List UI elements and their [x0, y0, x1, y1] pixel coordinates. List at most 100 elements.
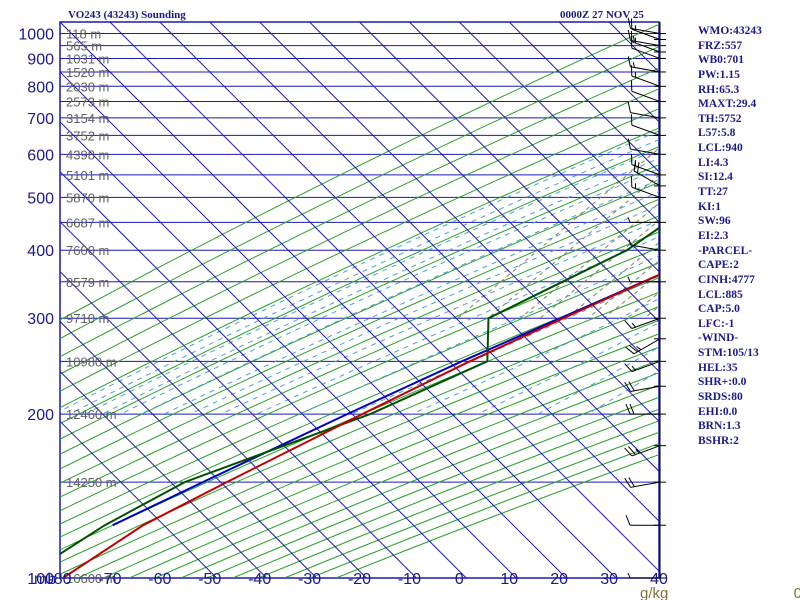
height-label: 9710 m [66, 311, 109, 326]
mixing-ratio-label: 0.1 [794, 585, 800, 600]
isotherm-line [109, 22, 659, 572]
sounding-index-item: -PARCEL- [698, 244, 753, 257]
isotherm-line [508, 22, 659, 173]
chart-title: VO243 (43243) Sounding [68, 9, 186, 21]
isotherm-line [458, 22, 659, 223]
pressure-tick-label: 800 [27, 79, 54, 96]
sounding-index-item: SHR+:0.0 [698, 376, 747, 389]
height-label: 10980 m [66, 354, 117, 369]
parcel-trace-line [112, 273, 659, 527]
sounding-index-item: BRN:1.3 [698, 420, 741, 433]
pressure-tick-label: 300 [27, 311, 54, 328]
dry-adiabat-line [60, 306, 659, 563]
mixing-ratio-lines [457, 22, 800, 319]
temperature-tick-label: -70 [98, 571, 121, 588]
dry-adiabat-line [60, 88, 659, 375]
isotherm-line [209, 22, 659, 472]
moist-adiabat-line [220, 219, 659, 415]
height-label: 6687 m [66, 215, 109, 230]
isotherm-line [60, 420, 218, 578]
mixing-ratio-line [565, 241, 659, 319]
height-label: 7600 m [66, 243, 109, 258]
dry-adiabat-line [77, 333, 659, 578]
wind-barb [630, 114, 666, 136]
height-label: 4398 m [66, 147, 109, 162]
moist-adiabat-line [163, 191, 659, 415]
isotherm-line [409, 22, 659, 273]
wind-barb [627, 102, 666, 119]
sounding-index-item: MAXT:29.4 [698, 98, 757, 111]
sounding-index-item: EI:2.3 [698, 229, 729, 242]
wind-barb [628, 239, 666, 251]
sounding-index-item: BSHR:2 [698, 434, 739, 447]
temperature-tick-label: 10 [500, 571, 518, 588]
moist-adiabat-line [189, 204, 659, 415]
sounding-index-item: LFC:-1 [698, 317, 735, 330]
temperature-tick-label: -10 [398, 571, 421, 588]
moist-adiabat-line [60, 130, 659, 412]
isotherms [60, 22, 659, 578]
dry-adiabat-line [60, 198, 659, 470]
height-label: 2573 m [66, 95, 109, 110]
mixing-ratio-line [778, 22, 800, 318]
dry-adiabat-line [60, 127, 659, 409]
temperature-tick-label: 40 [650, 571, 668, 588]
dry-adiabat-line [60, 277, 659, 538]
temperature-tick-label: 30 [600, 571, 618, 588]
dry-adiabat-line [60, 164, 659, 440]
pressure-tick-label: 100 [27, 571, 54, 588]
sounding-index-item: LI:4.3 [698, 156, 729, 169]
wind-barb [630, 30, 666, 53]
dry-adiabat-line [60, 181, 659, 455]
mixing-ratio-line [587, 260, 659, 319]
sounding-index-item: RH:65.3 [698, 83, 740, 96]
dry-adiabats [60, 23, 659, 578]
wind-barb [630, 80, 666, 103]
wind-barb [630, 176, 666, 198]
moist-adiabat-line [299, 254, 659, 415]
height-label: 5870 m [66, 190, 109, 205]
sounding-profiles [60, 226, 659, 578]
height-label: 8579 m [66, 275, 109, 290]
sounding-index-item: SW:96 [698, 215, 731, 228]
isotherm-line [60, 171, 467, 578]
moist-adiabat-line [84, 148, 659, 415]
mixing-ratio-unit: g/kg [640, 585, 668, 600]
height-label: 2030 m [66, 79, 109, 94]
isotherm-line [359, 22, 659, 323]
wind-barb [624, 477, 666, 488]
moist-adiabat-line [120, 168, 659, 415]
moist-adiabat-line [69, 139, 659, 415]
sounding-index-item: WB0:701 [698, 54, 744, 67]
moist-adiabat-line [587, 370, 659, 415]
moist-adiabat-line [256, 236, 659, 415]
wind-barb [627, 276, 666, 283]
isotherm-line [259, 22, 659, 423]
isotherm-line [60, 71, 567, 578]
wind-barb [627, 29, 666, 47]
pressure-tick-label: 500 [27, 190, 54, 207]
height-label: 3752 m [66, 128, 109, 143]
sounding-index-item: SI:12.4 [698, 171, 733, 184]
isotherm-line [309, 22, 659, 373]
sounding-index-item: WMO:43243 [698, 25, 762, 37]
isotherm-line [159, 22, 659, 522]
dry-adiabat-line [60, 291, 659, 551]
sounding-index-item: HEL:35 [698, 361, 738, 374]
sounding-index-item: STM:105/13 [698, 347, 759, 360]
plot-frame [59, 21, 660, 579]
dry-adiabat-line [103, 346, 659, 578]
wind-barbs [624, 17, 666, 579]
sounding-index-item: L57:5.8 [698, 127, 736, 140]
wind-barb [627, 17, 666, 35]
sounding-indices-panel: WMO:43243 FRZ:557 WB0:701 PW:1.15 RH:65.3 MAX… [698, 24, 762, 449]
isotherm-line [60, 220, 417, 578]
dry-adiabat-line [60, 23, 659, 321]
moist-adiabat-line [101, 157, 659, 415]
wind-barb [625, 403, 666, 415]
dry-adiabat-line [60, 108, 659, 392]
wind-barb [625, 338, 666, 355]
dry-adiabat-line [60, 262, 659, 525]
height-label: 1031 m [66, 51, 109, 66]
